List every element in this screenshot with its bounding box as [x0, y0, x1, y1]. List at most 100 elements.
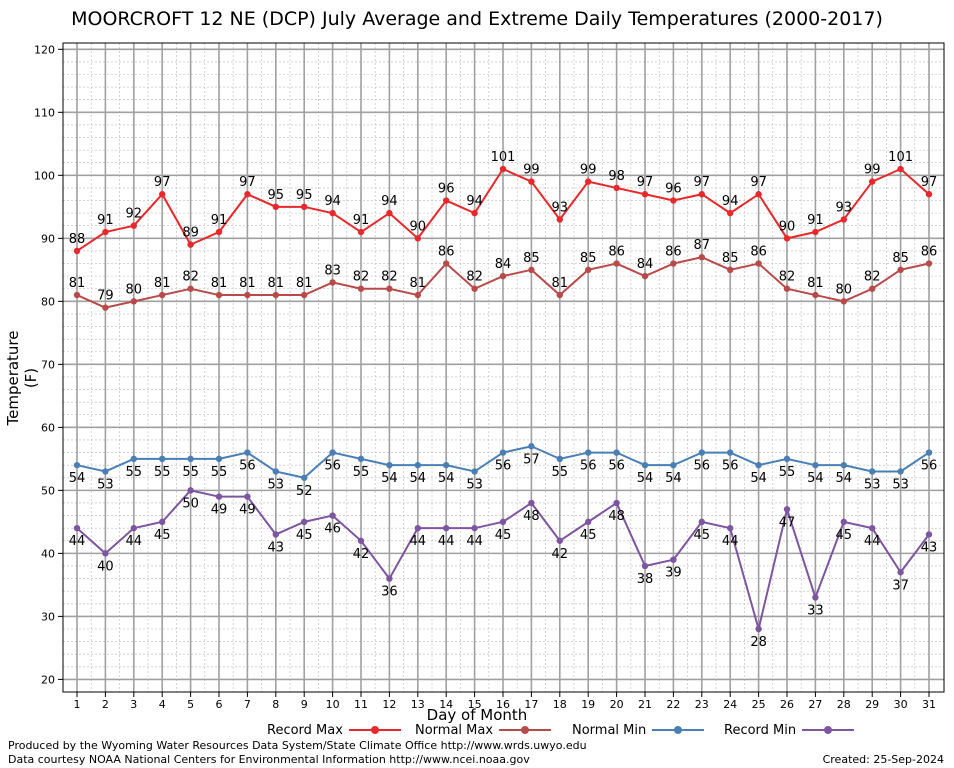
normal-max-point: [869, 285, 876, 292]
y-tick-label: 100: [34, 169, 55, 182]
x-tick-label: 19: [581, 698, 595, 711]
record-min-data-label: 44: [466, 534, 483, 549]
normal-max-data-label: 82: [466, 270, 483, 285]
record-max-point: [925, 191, 933, 198]
normal-min-point: [783, 455, 791, 463]
normal-min-point: [755, 461, 762, 469]
record-max-point: [613, 184, 620, 192]
normal-min-point: [130, 455, 137, 463]
legend-normal-min: Normal Min: [572, 721, 705, 739]
y-tick-label: 20: [41, 673, 55, 686]
normal-min-data-label: 55: [182, 465, 199, 480]
normal-min-data-label: 56: [324, 459, 341, 474]
normal-max-data-label: 83: [324, 263, 341, 278]
normal-min-data-label: 54: [807, 471, 824, 486]
record-min-data-label: 33: [807, 603, 824, 618]
normal-min-point: [414, 461, 421, 469]
normal-max-point: [499, 272, 507, 280]
normal-max-point: [528, 266, 535, 274]
record-max-point: [414, 235, 421, 242]
x-tick-label: 21: [638, 698, 652, 711]
normal-min-data-label: 53: [97, 477, 114, 492]
record-max-data-label: 95: [268, 188, 285, 203]
normal-min-data-label: 55: [353, 465, 370, 480]
record-min-point: [386, 575, 393, 582]
normal-min-data-label: 54: [836, 471, 853, 486]
x-tick-label: 28: [837, 698, 851, 711]
normal-min-point: [641, 461, 649, 469]
normal-max-data-label: 80: [126, 282, 143, 297]
record-min-data-label: 46: [324, 522, 341, 537]
record-max-point: [755, 191, 762, 198]
record-min-data-label: 48: [608, 509, 625, 524]
normal-min-data-label: 55: [552, 465, 569, 480]
record-min-point: [443, 524, 450, 532]
record-max-point: [357, 228, 365, 236]
normal-max-data-label: 85: [722, 251, 739, 266]
normal-max-point: [73, 291, 81, 299]
record-max-data-label: 93: [836, 200, 853, 215]
record-max-data-label: 94: [381, 194, 398, 209]
record-min-data-label: 44: [69, 534, 86, 549]
credits-data-courtesy: Data courtesy NOAA National Centers for …: [8, 753, 530, 766]
x-tick-label: 31: [922, 698, 936, 711]
normal-min-point: [613, 449, 620, 456]
y-tick-label: 50: [41, 484, 55, 497]
record-max-data-label: 92: [126, 207, 143, 222]
record-min-data-label: 50: [182, 496, 199, 511]
normal-min-data-label: 57: [523, 452, 540, 467]
record-min-point: [102, 550, 109, 557]
normal-max-point: [130, 298, 137, 305]
record-max-data-label: 90: [779, 219, 796, 234]
record-min-data-label: 45: [495, 528, 512, 543]
legend-normal-min-swatch: [652, 726, 705, 734]
record-max-point: [329, 209, 336, 217]
record-min-data-label: 44: [722, 534, 739, 549]
record-min-point: [925, 531, 933, 538]
record-max-point: [585, 178, 592, 185]
normal-max-point: [812, 291, 819, 299]
normal-min-point: [386, 461, 393, 469]
normal-max-data-label: 81: [410, 276, 427, 291]
normal-max-data-label: 86: [665, 245, 682, 260]
normal-max-point: [783, 285, 791, 292]
legend-normal-max-swatch: [499, 726, 552, 734]
normal-max-point: [329, 279, 336, 286]
record-min-point: [244, 493, 251, 500]
normal-min-point: [272, 468, 279, 475]
normal-min-point: [357, 455, 365, 463]
record-min-data-label: 47: [779, 515, 796, 530]
normal-min-data-label: 54: [381, 471, 398, 486]
record-min-point: [215, 493, 223, 500]
x-tick-label: 26: [780, 698, 794, 711]
record-max-data-label: 97: [750, 175, 767, 190]
normal-min-point: [727, 449, 734, 456]
x-tick-label: 12: [382, 698, 396, 711]
record-min-point: [329, 512, 336, 519]
normal-min-point: [443, 461, 450, 469]
normal-min-point: [869, 468, 876, 475]
x-tick-label: 4: [159, 698, 166, 711]
record-min-data-label: 43: [921, 540, 938, 555]
x-tick-label: 14: [439, 698, 453, 711]
record-min-data-label: 42: [552, 547, 569, 562]
normal-max-data-label: 86: [438, 245, 455, 260]
normal-max-point: [272, 291, 279, 299]
record-min-data-label: 44: [864, 534, 881, 549]
normal-max-data-label: 81: [552, 276, 569, 291]
record-min-data-label: 42: [353, 547, 370, 562]
record-min-point: [727, 524, 734, 532]
record-min-point: [755, 625, 762, 633]
record-min-point: [130, 524, 137, 532]
record-max-data-label: 99: [580, 163, 597, 178]
x-tick-label: 16: [496, 698, 510, 711]
record-max-data-label: 97: [239, 175, 256, 190]
credits-produced-by: Produced by the Wyoming Water Resources …: [8, 739, 587, 752]
record-min-data-label: 45: [296, 528, 313, 543]
x-tick-label: 13: [411, 698, 425, 711]
x-tick-label: 18: [553, 698, 567, 711]
record-min-point: [897, 569, 904, 576]
normal-min-point: [499, 449, 507, 456]
credits-created: Created: 25-Sep-2024: [822, 753, 944, 766]
